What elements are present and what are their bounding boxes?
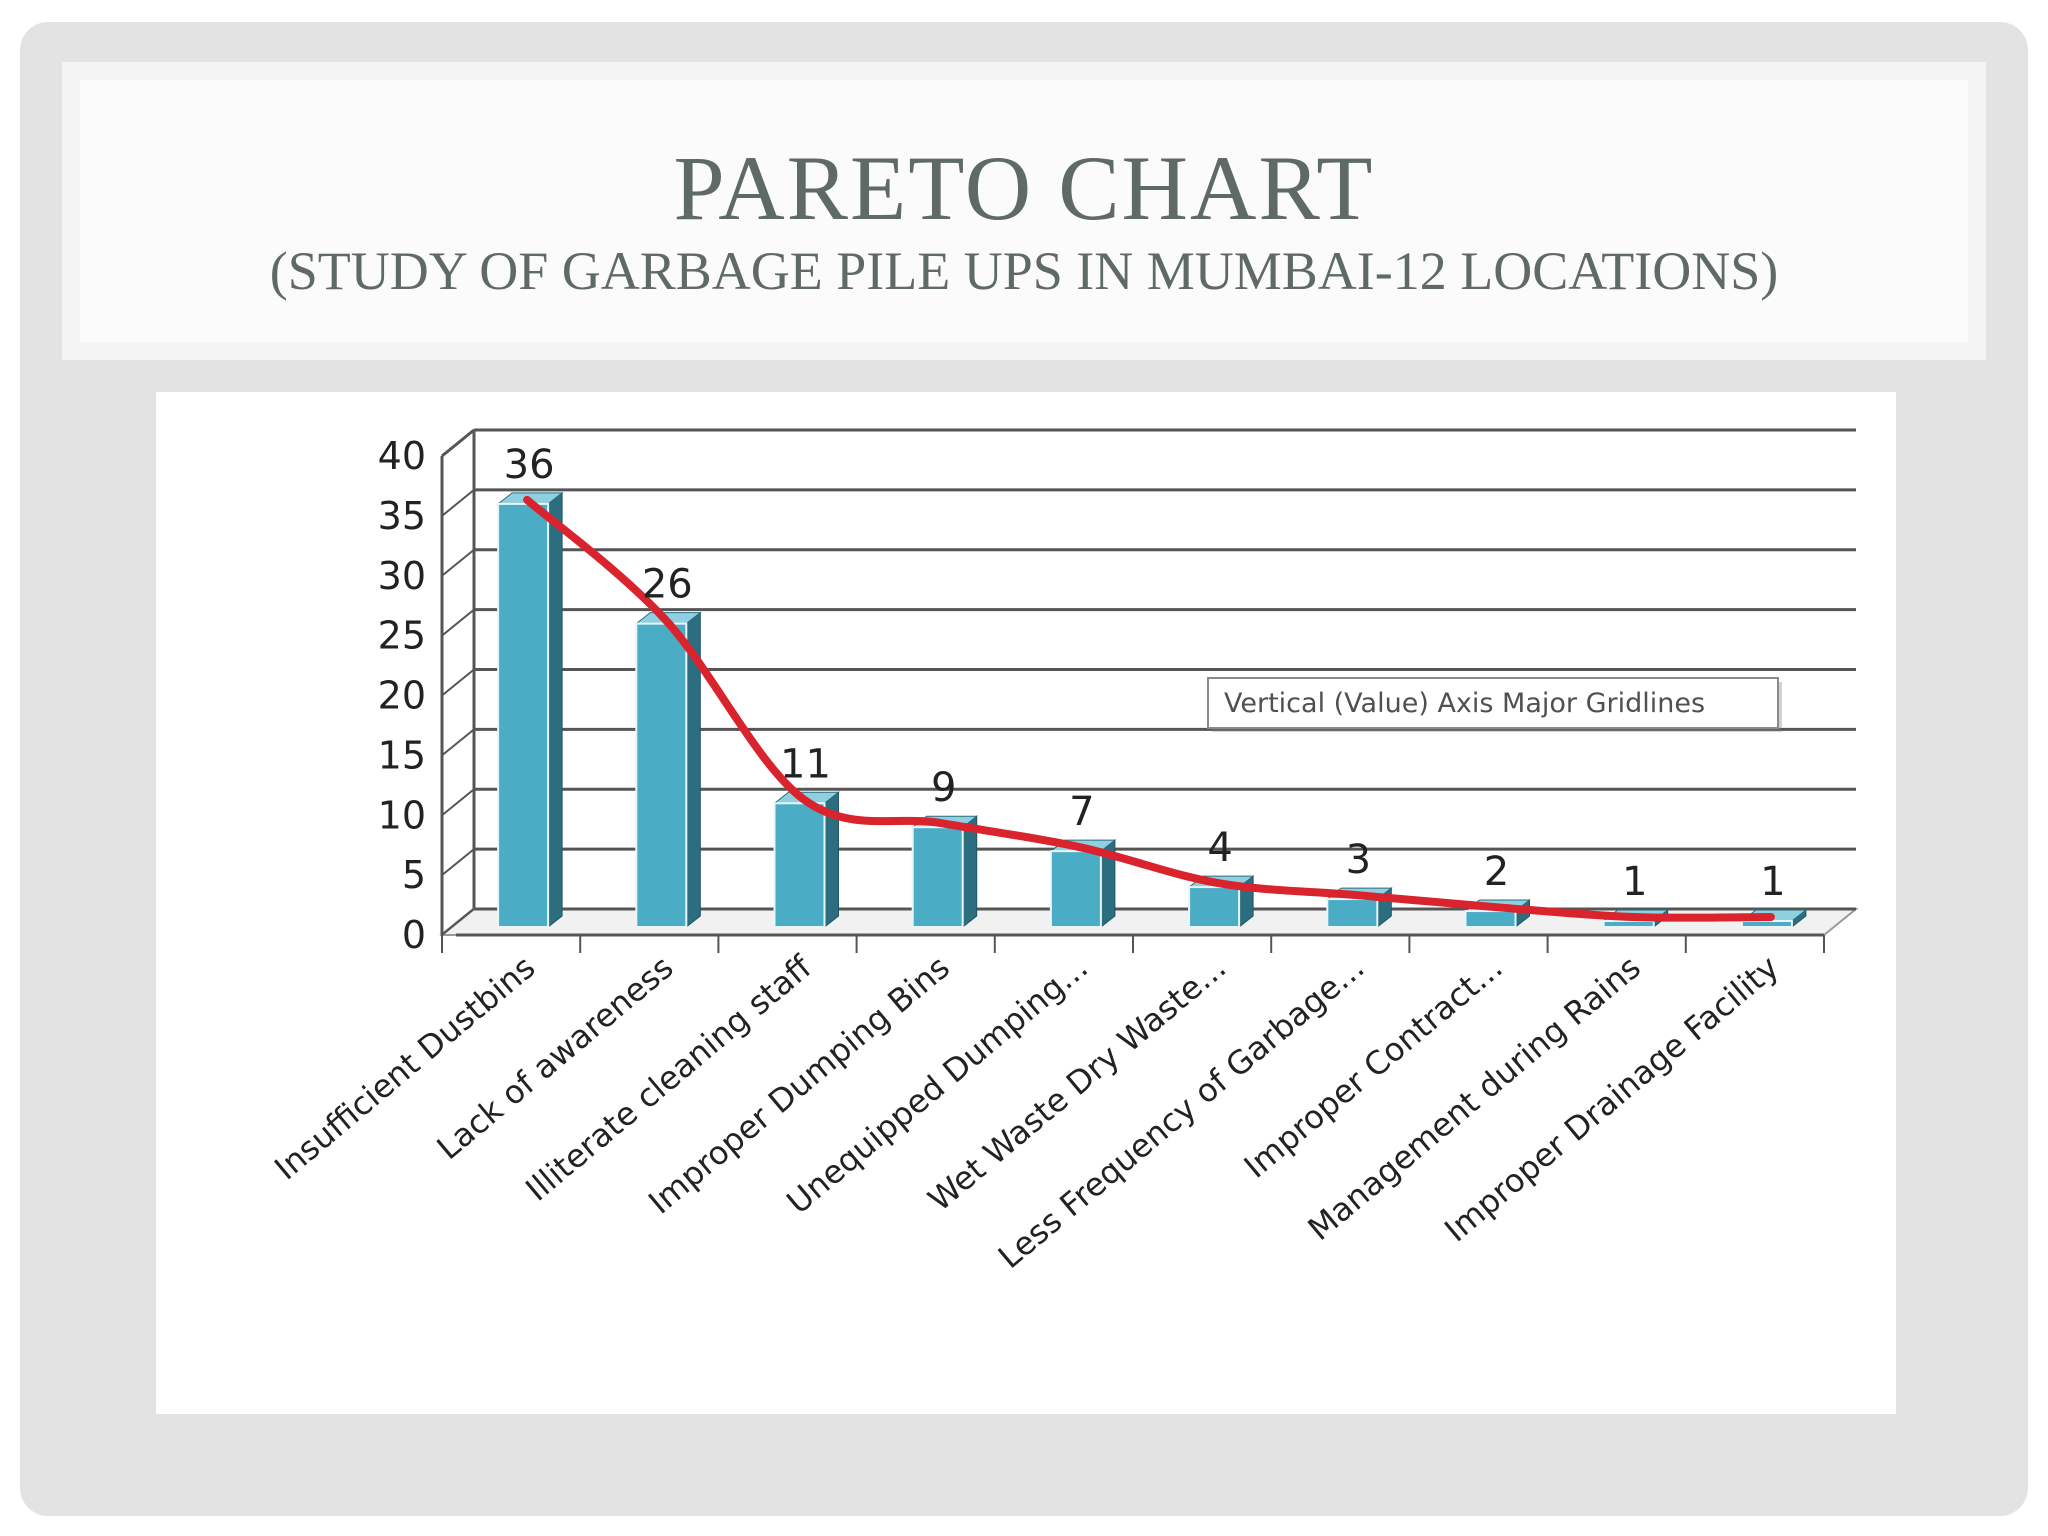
y-tick-label: 25 xyxy=(378,614,426,658)
category-label: Improper Contract... xyxy=(1237,948,1510,1186)
bar-front xyxy=(1326,898,1379,929)
gridline-side xyxy=(441,429,475,457)
data-label: 1 xyxy=(1622,859,1647,905)
gridlines-tooltip: Vertical (Value) Axis Major Gridlines xyxy=(1207,677,1782,732)
bar[interactable] xyxy=(911,815,979,929)
bar-front xyxy=(1464,910,1517,928)
bar-front xyxy=(497,502,550,929)
data-label: 9 xyxy=(931,765,956,811)
y-tick-label: 0 xyxy=(402,913,426,957)
data-label: 11 xyxy=(780,741,831,787)
y-tick-label: 10 xyxy=(378,793,426,837)
bar-front xyxy=(1049,850,1102,928)
chart-area: 0 5 10 15 20 25 30 35 40 36 26 11 9 7 4 3 2 1 1 Insuffici… xyxy=(156,392,1896,1414)
axes: 0 5 10 15 20 25 30 35 40 xyxy=(378,434,1825,957)
gridline-side xyxy=(441,788,475,817)
gridline-side xyxy=(441,548,475,577)
data-label: 1 xyxy=(1760,859,1785,905)
y-tick-label: 15 xyxy=(378,733,426,777)
category-label: Lack of awareness xyxy=(430,948,681,1167)
gridline-side xyxy=(441,848,475,876)
bar-front xyxy=(635,622,688,928)
data-label: 2 xyxy=(1484,849,1509,895)
data-label: 4 xyxy=(1207,825,1232,871)
title-panel: PARETO CHART (STUDY OF GARBAGE PILE UPS … xyxy=(62,62,1986,360)
gridline-side xyxy=(441,608,475,637)
data-label: 36 xyxy=(504,442,555,488)
gridline-side xyxy=(441,489,475,517)
gridline-side xyxy=(441,668,475,697)
category-label: Insufficient Dustbins xyxy=(267,948,542,1187)
bar-side xyxy=(962,815,978,929)
bar[interactable] xyxy=(773,791,840,929)
tooltip-text: Vertical (Value) Axis Major Gridlines xyxy=(1224,688,1705,719)
y-tick-label: 20 xyxy=(378,674,426,718)
bar-front xyxy=(1602,920,1655,928)
data-label: 26 xyxy=(642,562,693,608)
bar[interactable] xyxy=(634,611,702,929)
bar-front xyxy=(773,802,826,928)
gridline-side xyxy=(441,908,475,936)
y-tick-label: 30 xyxy=(378,554,426,598)
y-tick-label: 35 xyxy=(378,494,426,538)
data-label: 7 xyxy=(1069,789,1094,835)
y-tick-label: 40 xyxy=(378,434,426,478)
gridline-side xyxy=(441,728,475,757)
bar[interactable] xyxy=(496,491,564,929)
bar-front xyxy=(911,826,964,929)
trend-line[interactable] xyxy=(523,495,1775,922)
slide-title: PARETO CHART xyxy=(673,137,1375,239)
bar-front xyxy=(1740,920,1793,928)
bar-front xyxy=(1188,886,1241,929)
y-tick-label: 5 xyxy=(402,853,426,897)
trendline xyxy=(523,495,1775,922)
bar-side xyxy=(547,491,563,929)
slide-subtitle: (STUDY OF GARBAGE PILE UPS IN MUMBAI-12 … xyxy=(269,241,1779,301)
data-label: 3 xyxy=(1346,837,1371,883)
